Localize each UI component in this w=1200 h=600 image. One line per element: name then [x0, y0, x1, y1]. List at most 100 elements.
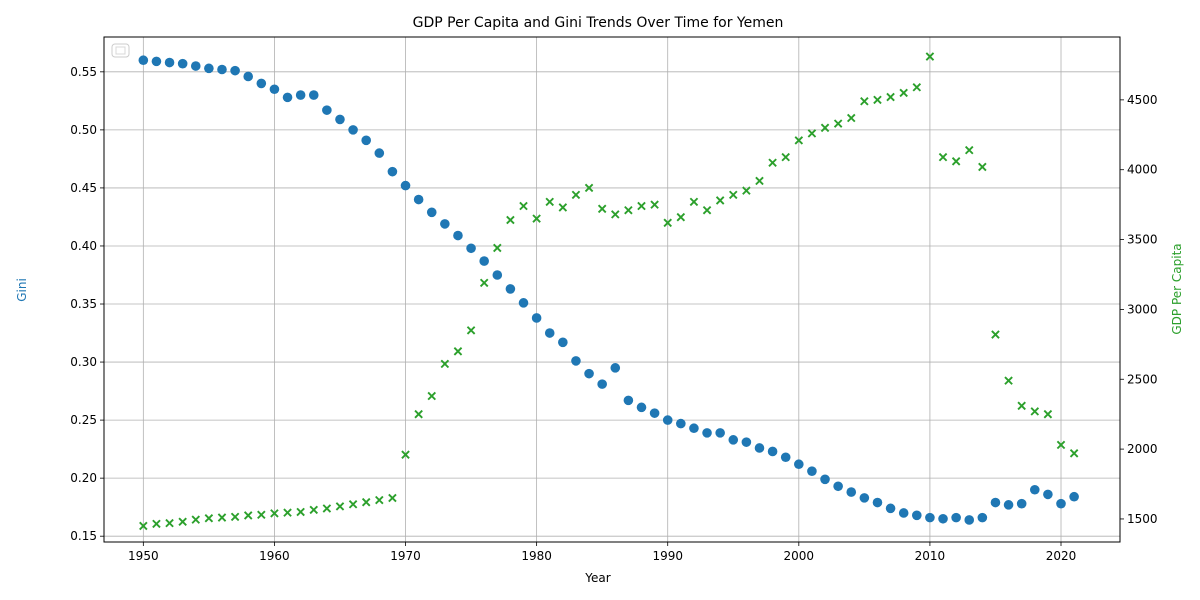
gini-point — [715, 428, 725, 438]
x-axis-label: Year — [584, 571, 610, 585]
gini-point — [282, 92, 293, 103]
x-tick-label: 1980 — [521, 549, 552, 563]
gini-point — [649, 408, 660, 418]
x-axis-ticks: 1950 1960 1970 1980 1990 2000 2010 2020 — [128, 542, 1076, 563]
gini-point — [453, 230, 463, 241]
gdp-point — [624, 205, 633, 215]
gini-point — [689, 423, 699, 434]
gdp-point — [283, 508, 292, 517]
gini-point — [295, 90, 306, 100]
gdp-point — [558, 203, 568, 212]
gdp-point — [1030, 407, 1040, 416]
gdp-point — [139, 521, 148, 531]
gini-point — [977, 512, 988, 523]
gini-point — [217, 64, 227, 75]
gdp-point — [873, 95, 882, 105]
y-right-tick-label: 2500 — [1127, 372, 1158, 386]
gini-point — [361, 135, 371, 146]
gini-point — [767, 446, 778, 457]
gdp-point — [991, 330, 1000, 339]
gdp-point — [886, 92, 895, 102]
y-left-tick-label: 0.15 — [70, 529, 97, 543]
right-axis-ticks: 1500 2000 2500 3000 3500 4000 4500 — [1120, 93, 1158, 526]
gini-point — [269, 84, 280, 95]
gdp-point — [781, 152, 790, 162]
gini-point — [833, 481, 843, 492]
gini-point — [322, 105, 332, 115]
gdp-point — [584, 183, 594, 193]
x-tick-label: 2000 — [784, 549, 815, 563]
gini-point — [335, 114, 345, 125]
gini-point — [308, 90, 319, 100]
y-right-tick-label: 4000 — [1127, 163, 1158, 177]
gini-series — [138, 55, 1079, 525]
gdp-point — [846, 113, 856, 123]
gdp-point — [755, 176, 764, 186]
gini-point — [1016, 498, 1027, 509]
gdp-point — [375, 495, 384, 505]
y-left-tick-label: 0.45 — [70, 181, 97, 195]
y-left-tick-label: 0.35 — [70, 297, 97, 311]
gdp-point — [427, 391, 437, 401]
y-left-tick-label: 0.20 — [70, 471, 97, 485]
y-axis-right-label: GDP Per Capita — [1170, 243, 1184, 334]
gdp-point — [204, 513, 214, 523]
y-right-tick-label: 1500 — [1127, 512, 1158, 526]
gini-point — [413, 194, 424, 205]
gdp-point — [964, 145, 974, 155]
gini-point — [440, 219, 450, 229]
y-left-tick-label: 0.25 — [70, 413, 97, 427]
gdp-point — [545, 197, 555, 207]
gdp-point — [571, 190, 581, 200]
gdp-point — [335, 502, 345, 511]
gini-point — [1043, 489, 1053, 500]
gdp-point — [401, 450, 410, 459]
gdp-point — [309, 505, 319, 515]
gini-point — [951, 512, 961, 523]
plot-frame — [103, 36, 1121, 543]
gdp-point — [702, 205, 712, 215]
gini-point — [544, 328, 555, 338]
y-axis-left-label: Gini — [15, 278, 29, 302]
gdp-point — [1056, 440, 1066, 450]
gini-point — [636, 402, 647, 413]
gini-point — [571, 356, 581, 366]
y-right-tick-label: 2000 — [1127, 442, 1158, 456]
y-right-tick-label: 3500 — [1127, 233, 1158, 247]
gini-point — [190, 61, 201, 71]
gdp-point — [951, 157, 961, 166]
gdp-point — [1017, 401, 1026, 411]
gini-point — [676, 418, 686, 429]
y-left-tick-label: 0.40 — [70, 239, 97, 253]
gini-point — [741, 437, 752, 447]
y-right-tick-label: 3000 — [1127, 302, 1158, 316]
gdp-point — [388, 493, 397, 503]
gini-point — [164, 57, 175, 68]
gini-point — [898, 508, 909, 518]
y-left-tick-label: 0.50 — [70, 123, 97, 137]
chart-title: GDP Per Capita and Gini Trends Over Time… — [413, 15, 784, 31]
gini-point — [885, 503, 896, 514]
gdp-point — [650, 200, 659, 209]
gdp-point — [466, 326, 476, 335]
gini-point — [794, 459, 804, 470]
legend-swatch — [115, 46, 126, 55]
gini-point — [348, 125, 358, 135]
gdp-point — [978, 162, 987, 172]
gini-point — [204, 63, 214, 74]
grid — [104, 37, 1120, 542]
gdp-point — [820, 123, 830, 133]
x-tick-label: 1950 — [128, 549, 159, 563]
gdp-point — [728, 190, 738, 200]
gini-point — [754, 443, 765, 453]
gini-point — [177, 58, 188, 69]
gdp-point — [270, 509, 279, 518]
gdp-point — [217, 513, 227, 522]
gdp-point — [938, 152, 948, 162]
gini-point — [400, 180, 411, 191]
gdp-point — [637, 201, 646, 211]
gini-point — [912, 510, 922, 521]
gini-point — [610, 363, 621, 373]
gini-point — [374, 148, 385, 158]
